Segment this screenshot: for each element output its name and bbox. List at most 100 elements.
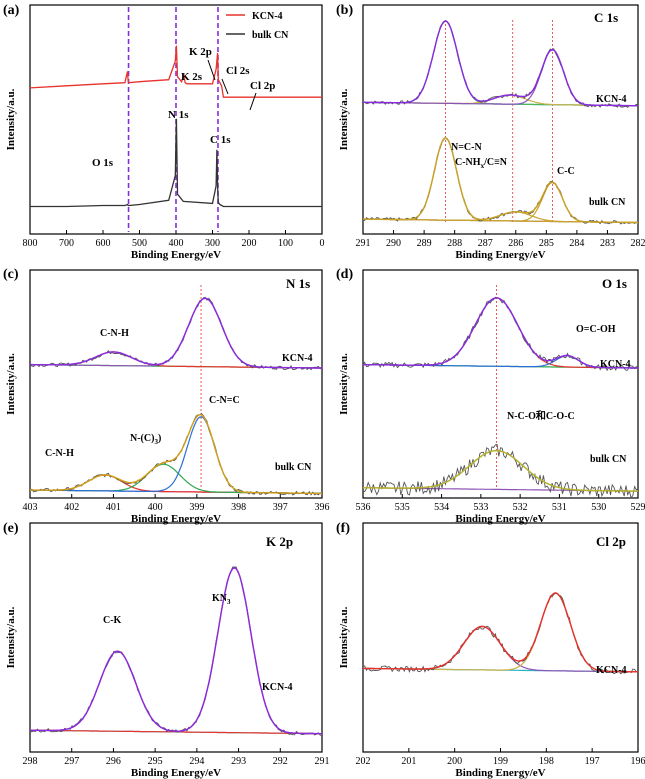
- panel-e-frame: [29, 522, 323, 753]
- panel-b-group-kcn4: KCN-4: [596, 94, 627, 105]
- panel-e-xtick-label: 291: [315, 756, 330, 767]
- panel-e-xtick-label: 298: [23, 756, 38, 767]
- panel-d-raw-data-1: [362, 443, 639, 499]
- panel-f-xtick-label: 196: [631, 756, 645, 767]
- panel-c-xtick-label: 398: [231, 502, 246, 513]
- anno-nc3: N-(C)3): [130, 433, 161, 446]
- panel-b-component-peak-1-0: [363, 137, 639, 224]
- anno-c1s: C 1s: [210, 134, 231, 146]
- panel-c-group-kcn4: KCN-4: [282, 353, 313, 364]
- panel-a-xtick-label: 800: [23, 238, 38, 249]
- panel-b-xtick-label: 289: [417, 238, 432, 249]
- panel-f-xlabel: Binding Energy/eV: [455, 767, 545, 779]
- panel-e-tag: (e): [3, 521, 19, 536]
- panel-b-envelope-fit-1: [363, 136, 638, 224]
- panel-b-xtick-label: 285: [539, 238, 554, 249]
- panel-c-ylabel: Intensity/a.u.: [5, 353, 17, 415]
- panel-b-xtick-label: 286: [508, 238, 523, 249]
- panel-c-xtick-label: 399: [189, 502, 204, 513]
- anno-cnh-bottom: C-N-H: [45, 448, 74, 459]
- anno-k2p: K 2p: [189, 46, 212, 58]
- panel-e-xtick-label: 294: [189, 756, 204, 767]
- arrow-cl2s: [221, 78, 229, 95]
- panel-b-frame: [362, 4, 639, 235]
- panel-f-group-kcn4: KCN-4: [596, 665, 627, 676]
- panel-f-ylabel: Intensity/a.u.: [338, 606, 350, 668]
- panel-c-xtick-label: 396: [315, 502, 330, 513]
- panel-c-frame: [29, 269, 323, 499]
- anno-ncn: N=C-N: [451, 142, 482, 153]
- panel-f-envelope-fit-0: [363, 592, 638, 673]
- anno-cc: C-C: [557, 166, 575, 177]
- panel-d-envelope-fit-1: [362, 450, 639, 492]
- panel-a-ylabel: Intensity/a.u.: [5, 88, 17, 150]
- panel-f-frame: [362, 522, 639, 753]
- panel-a-xtick-label: 300: [205, 238, 220, 249]
- panel-d-xtick-label: 533: [473, 502, 488, 513]
- panel-d-xtick-label: 536: [356, 502, 371, 513]
- panel-c-group-bulkcn: bulk CN: [275, 462, 312, 473]
- anno-k2s: K 2s: [181, 71, 203, 83]
- panel-d-xtick-label: 531: [552, 502, 567, 513]
- panel-f-xtick-label: 197: [585, 756, 600, 767]
- arrow-cl2p: [249, 92, 257, 111]
- anno-nco-coc: N-C-O和C-O-C: [507, 409, 575, 422]
- panel-b-group-bulkcn: bulk CN: [589, 197, 626, 208]
- panel-b-xtick-label: 291: [356, 238, 371, 249]
- panel-d-xtick-label: 532: [513, 502, 528, 513]
- panel-f-component-peak-0-1: [363, 592, 638, 673]
- panel-c-envelope-fit-1: [30, 413, 322, 495]
- legend-bulkcn-label: bulk CN: [252, 30, 289, 41]
- panel-d-group-bulkcn: bulk CN: [590, 454, 627, 465]
- panel-c-tag: (c): [3, 267, 19, 282]
- anno-kn3: KN3: [212, 593, 231, 606]
- panel-b-xtick-label: 290: [386, 238, 401, 249]
- anno-o1s: O 1s: [92, 157, 114, 169]
- panel-a-xtick-label: 0: [320, 238, 325, 249]
- panel-f-xtick-label: 198: [539, 756, 554, 767]
- panel-e-raw-data-0: [29, 566, 323, 736]
- anno-cnc: C-N=C: [209, 395, 240, 406]
- panel-c-xtick-label: 403: [23, 502, 38, 513]
- panel-c-component-peak-0-1: [30, 297, 322, 369]
- panel-e-xtick-label: 292: [273, 756, 288, 767]
- panel-b-title: C 1s: [594, 10, 618, 25]
- panel-b-raw-data-1: [362, 136, 639, 225]
- panel-a-tag: (a): [3, 3, 20, 18]
- panel-c-envelope-fit-0: [30, 297, 322, 369]
- panel-e-xlabel: Binding Energy/eV: [131, 767, 221, 779]
- panel-a-xtick-label: 600: [96, 238, 111, 249]
- anno-cl2s: Cl 2s: [226, 65, 250, 77]
- series-kcn-4: [29, 45, 322, 98]
- panel-e-component-peak-0-1: [29, 567, 322, 735]
- panel-c-raw-data-0: [29, 296, 323, 371]
- panel-d-xtick-label: 530: [591, 502, 606, 513]
- panel-d-envelope-fit-0: [363, 297, 638, 369]
- panel-a-xtick-label: 100: [278, 238, 293, 249]
- panel-c-xtick-label: 402: [64, 502, 79, 513]
- panel-c-xtick-label: 397: [273, 502, 288, 513]
- panel-b-tag: (b): [336, 3, 353, 18]
- panel-d-xtick-label: 529: [631, 502, 645, 513]
- anno-ck: C-K: [103, 615, 122, 626]
- panel-c-xtick-label: 400: [148, 502, 163, 513]
- panel-f-xtick-label: 202: [356, 756, 371, 767]
- arrow-k2p: [207, 59, 216, 81]
- series-bulk-cn: [30, 118, 322, 208]
- anno-n1s: N 1s: [168, 109, 189, 121]
- panel-a-xtick-label: 200: [242, 238, 257, 249]
- panel-f-tag: (f): [336, 521, 350, 536]
- anno-cnhx: C-NHx/C≡N: [455, 157, 508, 170]
- panel-d-title: O 1s: [602, 276, 627, 291]
- panel-a-xlabel: Binding Energy/eV: [131, 249, 221, 261]
- panel-e-envelope-fit-0: [29, 566, 322, 735]
- panel-d-xtick-label: 534: [434, 502, 449, 513]
- panel-e-ylabel: Intensity/a.u.: [5, 606, 17, 668]
- panel-f-xtick-label: 201: [401, 756, 416, 767]
- panel-a-xtick-label: 500: [132, 238, 147, 249]
- panel-e-group-kcn4: KCN-4: [262, 682, 293, 693]
- panel-b-xtick-label: 287: [478, 238, 493, 249]
- panel-b-xtick-label: 282: [631, 238, 645, 249]
- anno-ocoh: O=C-OH: [576, 324, 616, 335]
